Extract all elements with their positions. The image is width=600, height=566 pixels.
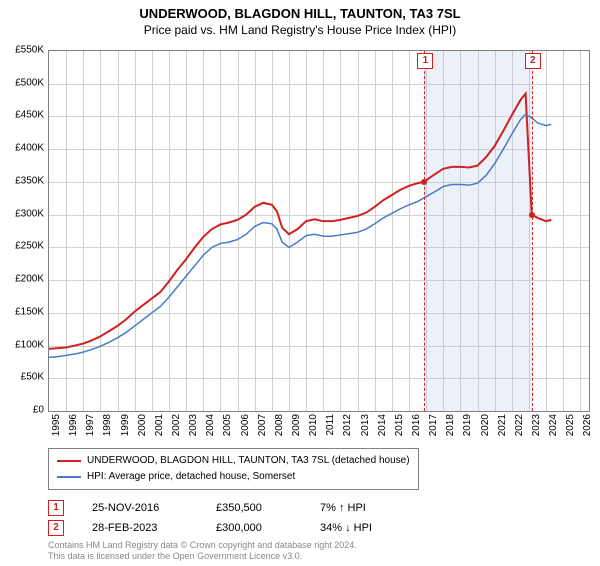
legend-label: UNDERWOOD, BLAGDON HILL, TAUNTON, TA3 7S… bbox=[87, 453, 410, 469]
legend-swatch-hpi bbox=[57, 476, 81, 478]
x-tick-label: 2025 bbox=[565, 414, 576, 436]
x-tick-label: 2003 bbox=[188, 414, 199, 436]
y-tick-label: £550K bbox=[15, 45, 44, 56]
x-tick-label: 1995 bbox=[51, 414, 62, 436]
x-tick-label: 2020 bbox=[480, 414, 491, 436]
data-point-dot bbox=[421, 179, 427, 185]
legend-label: HPI: Average price, detached house, Some… bbox=[87, 469, 295, 485]
x-tick-label: 2002 bbox=[171, 414, 182, 436]
x-tick-label: 2023 bbox=[531, 414, 542, 436]
y-tick-label: £200K bbox=[15, 274, 44, 285]
y-tick-label: £0 bbox=[33, 405, 44, 416]
y-tick-label: £100K bbox=[15, 339, 44, 350]
x-tick-label: 2018 bbox=[445, 414, 456, 436]
marker-box: 1 bbox=[417, 53, 433, 69]
x-tick-label: 2014 bbox=[377, 414, 388, 436]
transaction-date: 25-NOV-2016 bbox=[92, 498, 192, 518]
y-tick-label: £150K bbox=[15, 306, 44, 317]
x-tick-label: 1996 bbox=[68, 414, 79, 436]
y-tick-label: £250K bbox=[15, 241, 44, 252]
y-tick-label: £400K bbox=[15, 143, 44, 154]
title-line2: Price paid vs. HM Land Registry's House … bbox=[0, 23, 600, 37]
footnote-line: Contains HM Land Registry data © Crown c… bbox=[48, 540, 357, 551]
x-tick-label: 2013 bbox=[360, 414, 371, 436]
legend-row: HPI: Average price, detached house, Some… bbox=[57, 469, 410, 485]
legend-box: UNDERWOOD, BLAGDON HILL, TAUNTON, TA3 7S… bbox=[48, 448, 419, 490]
y-tick-label: £450K bbox=[15, 110, 44, 121]
x-tick-label: 2026 bbox=[582, 414, 593, 436]
x-tick-label: 2009 bbox=[291, 414, 302, 436]
x-tick-label: 2017 bbox=[428, 414, 439, 436]
x-tick-label: 2007 bbox=[257, 414, 268, 436]
x-tick-label: 2004 bbox=[205, 414, 216, 436]
marker-box: 2 bbox=[525, 53, 541, 69]
x-tick-label: 1998 bbox=[102, 414, 113, 436]
transaction-marker: 1 bbox=[48, 500, 64, 516]
x-tick-label: 2005 bbox=[222, 414, 233, 436]
x-tick-label: 1997 bbox=[85, 414, 96, 436]
transaction-date: 28-FEB-2023 bbox=[92, 518, 192, 538]
y-tick-label: £50K bbox=[21, 372, 44, 383]
transaction-change: 7% ↑ HPI bbox=[320, 498, 366, 518]
x-tick-label: 2019 bbox=[462, 414, 473, 436]
transaction-price: £300,000 bbox=[216, 518, 296, 538]
y-tick-label: £500K bbox=[15, 77, 44, 88]
series-line-property bbox=[49, 94, 551, 349]
x-tick-label: 2001 bbox=[154, 414, 165, 436]
marker-line bbox=[424, 51, 425, 411]
title-line1: UNDERWOOD, BLAGDON HILL, TAUNTON, TA3 7S… bbox=[0, 6, 600, 21]
x-tick-label: 2022 bbox=[514, 414, 525, 436]
legend-row: UNDERWOOD, BLAGDON HILL, TAUNTON, TA3 7S… bbox=[57, 453, 410, 469]
y-tick-label: £300K bbox=[15, 208, 44, 219]
marker-line bbox=[532, 51, 533, 411]
transaction-change: 34% ↓ HPI bbox=[320, 518, 372, 538]
transaction-marker: 2 bbox=[48, 520, 64, 536]
data-point-dot bbox=[529, 212, 535, 218]
x-tick-label: 2006 bbox=[240, 414, 251, 436]
x-tick-label: 1999 bbox=[120, 414, 131, 436]
x-tick-label: 2024 bbox=[548, 414, 559, 436]
transaction-row: 2 28-FEB-2023 £300,000 34% ↓ HPI bbox=[48, 518, 372, 538]
x-tick-label: 2010 bbox=[308, 414, 319, 436]
y-tick-label: £350K bbox=[15, 175, 44, 186]
x-tick-label: 2015 bbox=[394, 414, 405, 436]
chart-plot-area: 12 bbox=[48, 50, 590, 412]
x-tick-label: 2016 bbox=[411, 414, 422, 436]
transaction-rows: 1 25-NOV-2016 £350,500 7% ↑ HPI 2 28-FEB… bbox=[48, 498, 372, 538]
transaction-row: 1 25-NOV-2016 £350,500 7% ↑ HPI bbox=[48, 498, 372, 518]
legend-swatch-property bbox=[57, 460, 81, 462]
footnote-line: This data is licensed under the Open Gov… bbox=[48, 551, 357, 562]
x-tick-label: 2008 bbox=[274, 414, 285, 436]
x-tick-label: 2021 bbox=[497, 414, 508, 436]
x-tick-label: 2000 bbox=[137, 414, 148, 436]
x-tick-label: 2011 bbox=[325, 414, 336, 436]
x-tick-label: 2012 bbox=[342, 414, 353, 436]
transaction-price: £350,500 bbox=[216, 498, 296, 518]
line-series-svg bbox=[49, 51, 589, 411]
chart-container: UNDERWOOD, BLAGDON HILL, TAUNTON, TA3 7S… bbox=[0, 6, 600, 566]
footnote: Contains HM Land Registry data © Crown c… bbox=[48, 540, 357, 562]
